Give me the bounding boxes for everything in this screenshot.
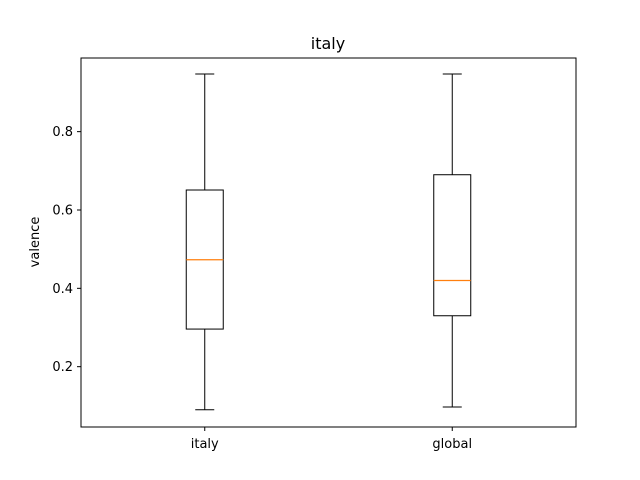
y-tick-label: 0.2 [52,360,73,375]
y-tick-label: 0.8 [52,125,73,140]
axes-frame [80,57,577,428]
y-tick-label: 0.4 [52,282,73,297]
plot-area: 0.2 0.4 0.6 0.8 italy global [52,73,472,452]
box-iqr [433,174,472,317]
x-tick-label: global [432,437,472,452]
y-axis-label: valence [28,217,43,268]
chart-title: italy [311,34,345,53]
y-tick-label: 0.6 [52,203,73,218]
x-tick-label: italy [191,437,219,452]
